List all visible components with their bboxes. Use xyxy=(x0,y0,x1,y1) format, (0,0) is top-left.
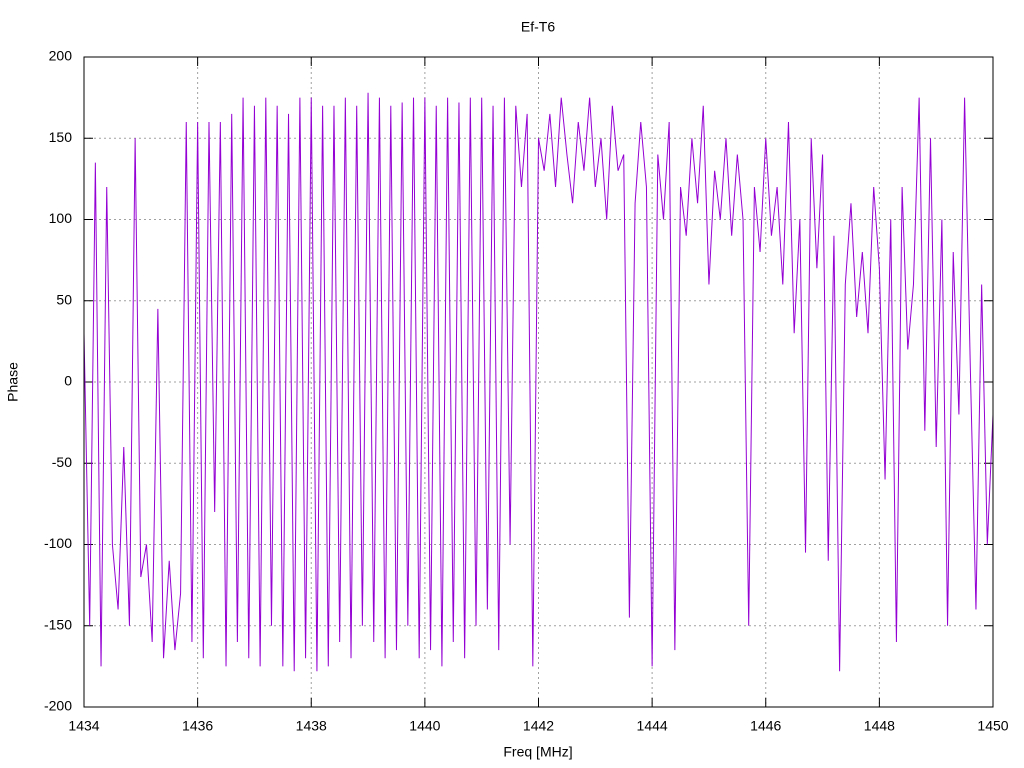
x-tick-label: 1434 xyxy=(68,718,99,734)
y-axis-label: Phase xyxy=(5,362,21,402)
x-tick-label: 1446 xyxy=(750,718,781,734)
y-tick-label: -150 xyxy=(44,616,72,632)
x-tick-label: 1436 xyxy=(182,718,213,734)
x-tick-label: 1438 xyxy=(296,718,327,734)
x-tick-label: 1440 xyxy=(409,718,440,734)
y-tick-label: 150 xyxy=(49,129,73,145)
y-tick-label: -100 xyxy=(44,535,72,551)
y-tick-label: -200 xyxy=(44,698,72,714)
y-tick-label: -50 xyxy=(52,454,72,470)
y-tick-label: 200 xyxy=(49,48,73,64)
x-axis-label: Freq [MHz] xyxy=(503,744,572,760)
plot-border xyxy=(83,56,994,708)
chart-title: Ef-T6 xyxy=(521,19,555,35)
x-tick-label: 1448 xyxy=(864,718,895,734)
data-line xyxy=(83,92,994,672)
x-tick-label: 1442 xyxy=(523,718,554,734)
y-tick-label: 50 xyxy=(56,291,72,307)
x-tick-label: 1450 xyxy=(977,718,1008,734)
x-tick-label: 1444 xyxy=(637,718,668,734)
y-tick-label: 0 xyxy=(64,373,72,389)
y-tick-label: 100 xyxy=(49,210,73,226)
